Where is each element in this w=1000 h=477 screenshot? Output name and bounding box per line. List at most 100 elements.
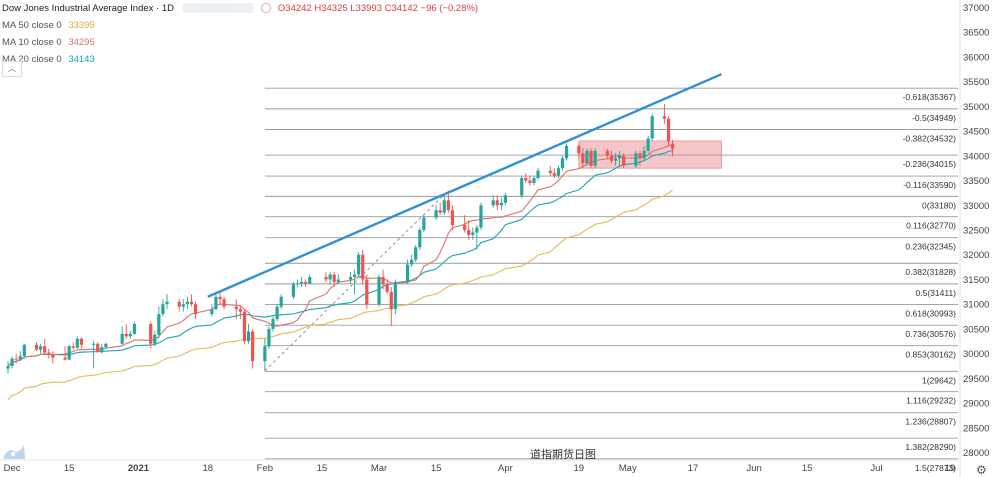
candle-body [22,344,26,357]
chart-title: Dow Jones Industrial Average Index · 1D [2,3,174,14]
y-tick-label: 36500 [963,28,989,39]
indicator-ma10[interactable]: MA 10 close 0 34295 [2,34,478,51]
candle-body [251,331,255,362]
candle-body [153,334,157,344]
candle-body [295,283,300,285]
fib-level-label: 0.116(32770) [906,221,956,231]
candle-body [181,304,185,307]
candle-body [450,210,455,226]
fib-level-label: -0.236(34015) [903,159,957,169]
x-tick-label: 15 [317,463,328,474]
candle-body [279,296,283,307]
candle-body [536,170,540,179]
candle-body [446,200,450,211]
fib-anchor-line [264,190,449,372]
fib-level-label: -0.5(34949) [912,113,956,123]
candle-body [634,153,638,166]
candle-body [560,158,565,169]
y-tick-label: 28000 [963,448,989,459]
candle-body [263,346,267,362]
x-tick-label: 18 [202,463,213,474]
fib-level-label: 0.853(30162) [905,350,956,360]
candle-body [434,210,438,218]
candle-body [271,319,275,329]
y-tick-label: 36000 [963,52,989,63]
fib-level-label: 0.236(32345) [905,242,956,252]
candle-body [79,338,83,345]
candle-body [564,145,569,159]
fib-level-label: 0.618(30993) [905,309,956,319]
ohlc-readout: O34242 H34325 L33993 C34142 −96 (−0.28%) [277,3,479,14]
candle-body [324,276,328,280]
candle-body [503,195,508,203]
redacted-field [182,3,253,14]
candle-body [34,344,39,350]
candle-body [238,309,243,312]
indicator-label: MA 50 close 0 [2,20,62,31]
ma50-line [7,189,673,401]
candle-body [499,202,503,206]
candle-body [157,314,161,335]
indicator-ma50[interactable]: MA 50 close 0 33395 [2,17,478,34]
candle-body [393,281,397,310]
candle-body [642,150,646,159]
candle-body [165,301,169,305]
candle-body [613,158,618,161]
candle-body [246,331,251,342]
candle-body [605,150,609,156]
candle-body [520,178,524,196]
fib-level-label: 1.5(27873) [915,463,956,473]
candle-body [67,346,71,360]
candle-body [609,155,614,161]
indicator-value: 34295 [68,37,95,48]
candle-body [442,200,446,213]
x-tick-label: Feb [257,463,273,474]
x-tick-label: Jun [746,463,761,474]
candle-body [471,232,475,235]
candle-body [593,150,597,166]
fib-level-label: 0(33180) [922,200,956,210]
candle-body [299,281,304,284]
candle-body [267,328,271,347]
candle-body [222,299,226,307]
candle-body [132,323,136,334]
indicator-label: MA 10 close 0 [2,37,62,48]
candle-body [377,276,381,305]
candle-body [357,254,361,275]
fib-level-label: 0.5(31411) [916,288,957,298]
candle-body [352,274,357,277]
candle-body [149,323,153,344]
y-tick-label: 28500 [963,423,989,434]
collapse-legend-button[interactable]: ︿ [2,61,22,77]
candle-body [161,304,165,315]
x-tick-label: Jul [870,463,882,474]
candle-body [422,217,426,230]
candle-body [666,118,671,141]
y-tick-label: 34000 [963,151,989,162]
candle-body [361,254,365,280]
candle-body [92,343,96,345]
candle-body [479,205,483,228]
fib-level-label: 0.382(31828) [905,267,956,277]
candle-body [662,116,667,119]
candle-body [467,230,471,235]
candle-body [385,284,389,292]
candle-body [177,301,181,307]
candle-body [47,352,51,355]
candle-body [524,178,528,181]
candle-body [96,343,100,353]
candle-body [405,264,410,282]
indicator-ma20[interactable]: MA 20 close 0 34143 [2,51,478,68]
y-tick-label: 35500 [963,77,989,88]
candle-body [548,170,552,174]
candle-body [418,230,422,248]
gear-icon[interactable]: ⚙ [976,463,987,477]
candle-body [51,354,55,358]
ma20-line [7,149,673,367]
candle-body [63,357,67,360]
candle-body [242,311,247,342]
candle-body [120,333,124,344]
candle-body [304,281,308,284]
